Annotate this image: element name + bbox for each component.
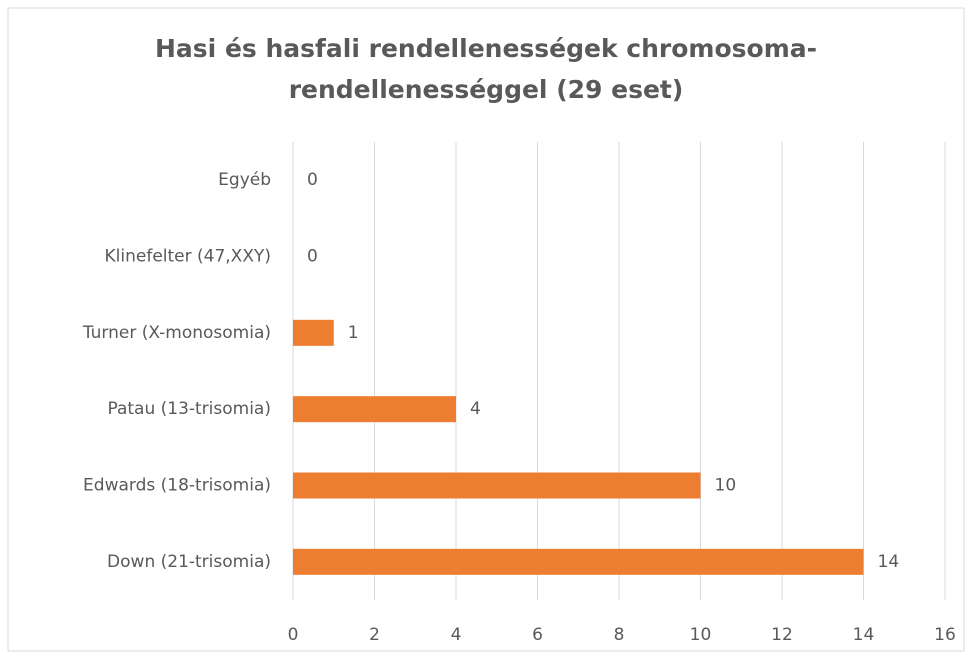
bar <box>293 472 701 499</box>
y-tick-label: Edwards (18-trisomia) <box>83 476 271 496</box>
data-label: 4 <box>470 399 481 419</box>
chart-title: rendellenességgel (29 eset) <box>289 75 684 104</box>
y-tick-label: Patau (13-trisomia) <box>107 399 271 419</box>
x-tick-label: 0 <box>288 625 299 645</box>
bar <box>293 396 456 423</box>
x-tick-label: 4 <box>451 625 462 645</box>
x-tick-label: 6 <box>532 625 543 645</box>
data-label: 0 <box>307 247 318 267</box>
x-tick-label: 2 <box>369 625 380 645</box>
x-tick-label: 8 <box>614 625 625 645</box>
data-label: 0 <box>307 170 318 190</box>
x-tick-label: 12 <box>771 625 793 645</box>
data-label: 14 <box>878 552 900 572</box>
y-tick-label: Klinefelter (47,XXY) <box>105 247 272 267</box>
bar <box>293 548 864 575</box>
data-label: 10 <box>715 476 737 496</box>
chart-border <box>7 7 965 652</box>
x-tick-label: 10 <box>690 625 712 645</box>
data-label: 1 <box>348 323 359 343</box>
y-tick-label: Down (21-trisomia) <box>107 552 271 572</box>
x-tick-label: 14 <box>853 625 875 645</box>
bar <box>293 319 334 346</box>
y-tick-label: Turner (X-monosomia) <box>82 323 271 343</box>
chart-title: Hasi és hasfali rendellenességek chromos… <box>155 34 817 63</box>
y-tick-label: Egyéb <box>218 170 271 190</box>
x-tick-label: 16 <box>934 625 956 645</box>
